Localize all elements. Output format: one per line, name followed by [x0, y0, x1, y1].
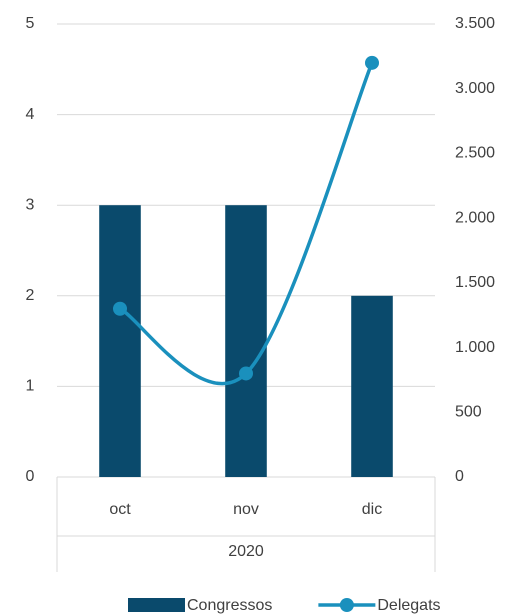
legend-label: Delegats [377, 597, 440, 614]
bar [351, 295, 393, 477]
y2-tick-label: 3.500 [455, 15, 495, 32]
bar [99, 205, 141, 477]
legend-swatch [339, 598, 354, 612]
line-marker [365, 55, 379, 70]
y2-tick-label: 0 [455, 468, 464, 485]
y2-tick-label: 2.500 [455, 145, 495, 162]
y2-tick-label: 3.000 [455, 80, 495, 97]
y-tick-label: 2 [26, 287, 35, 304]
x-group-label: 2020 [228, 543, 264, 560]
line-marker [239, 366, 253, 381]
y2-tick-label: 1.000 [455, 339, 495, 356]
y-tick-label: 0 [26, 468, 35, 485]
y-tick-label: 3 [26, 196, 35, 213]
legend-swatch [128, 598, 185, 612]
x-tick-label: dic [362, 501, 382, 518]
bar [225, 205, 267, 477]
y-tick-label: 5 [26, 15, 35, 32]
y-tick-label: 4 [26, 106, 35, 123]
y-tick-label: 1 [26, 378, 35, 395]
y2-tick-label: 500 [455, 404, 482, 421]
y2-tick-label: 1.500 [455, 274, 495, 291]
x-tick-label: nov [233, 501, 259, 518]
line-marker [113, 301, 127, 316]
line [119, 62, 374, 386]
x-tick-label: oct [109, 501, 131, 518]
y2-tick-label: 2.000 [455, 209, 495, 226]
legend-label: Congressos [187, 597, 272, 614]
